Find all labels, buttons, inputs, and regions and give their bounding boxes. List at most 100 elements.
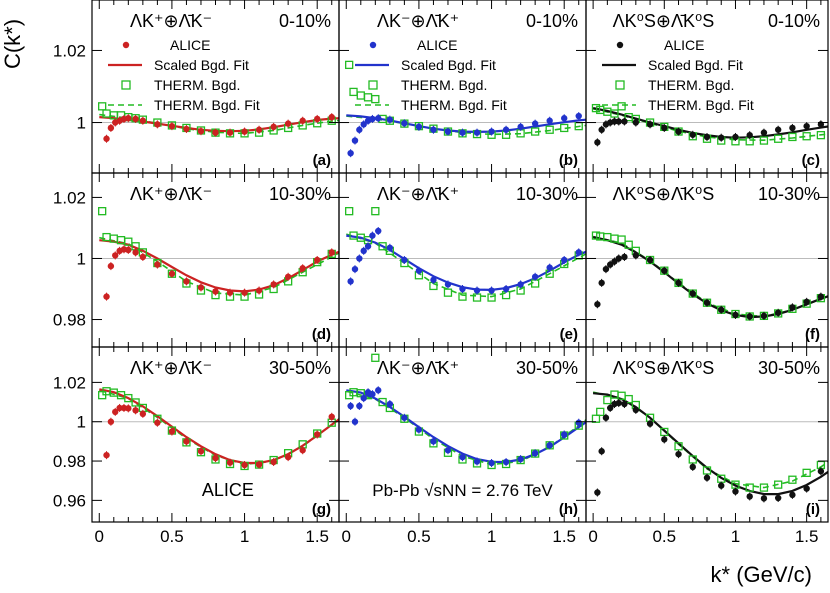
alice-point xyxy=(212,129,219,136)
alice-point xyxy=(132,407,139,414)
y-tick-label: 0.98 xyxy=(53,452,86,471)
alice-point xyxy=(602,414,610,421)
legend-label: THERM. Bgd. xyxy=(154,77,240,93)
alice-point xyxy=(347,278,354,285)
therm-bgd-fit-line xyxy=(346,233,586,298)
alice-point xyxy=(774,494,782,502)
alice-point xyxy=(154,121,161,128)
alice-point xyxy=(703,299,711,306)
alice-point xyxy=(444,281,452,288)
alice-point xyxy=(703,474,711,481)
pair-label: ΛK⁻⊕Λ̄K⁺ xyxy=(377,184,459,204)
alice-point xyxy=(107,418,115,425)
alice-point xyxy=(760,129,768,136)
alice-point xyxy=(531,449,539,457)
alice-point xyxy=(299,265,306,272)
alice-point xyxy=(356,255,363,262)
alice-point xyxy=(732,311,739,319)
x-tick-label: 0 xyxy=(342,527,351,546)
alice-point xyxy=(575,112,582,120)
legend-therm-marker xyxy=(615,80,625,90)
therm-point xyxy=(98,207,107,216)
therm-point xyxy=(774,134,783,143)
therm-point xyxy=(617,102,626,111)
alice-point xyxy=(197,127,205,135)
alice-point xyxy=(314,115,321,123)
alice-point xyxy=(689,131,696,138)
panel-tag: (b) xyxy=(559,152,578,169)
alice-point xyxy=(459,285,466,293)
y-tick-label: 1.02 xyxy=(53,188,86,207)
y-tick-label: 1 xyxy=(77,114,86,133)
panel-i: 0 0.5 1 1.5 ΛK⁰S⊕Λ̄K⁰S 30-50% (i) xyxy=(585,346,829,546)
panel-h: 0 0.5 1 1.5 ΛK⁻⊕Λ̄K⁺ 30-50% (h) xyxy=(338,346,587,546)
alice-point xyxy=(502,285,510,293)
alice-label: ALICE xyxy=(202,480,254,500)
alice-point xyxy=(746,493,753,500)
alice-point xyxy=(415,267,423,274)
alice-point xyxy=(488,128,495,135)
alice-point xyxy=(561,431,568,438)
therm-point xyxy=(591,414,601,423)
alice-point xyxy=(598,448,605,455)
alice-point xyxy=(488,459,495,467)
alice-point xyxy=(621,118,628,125)
legend-label: ALICE xyxy=(664,37,704,53)
alice-point xyxy=(594,301,601,308)
alice-point xyxy=(132,115,139,123)
alice-point xyxy=(502,458,510,466)
therm-point xyxy=(788,475,797,484)
legend-label: Scaled Bgd. Fit xyxy=(401,57,496,73)
alice-point xyxy=(615,399,622,407)
therm-point xyxy=(378,242,387,251)
alice-point xyxy=(661,124,668,132)
alice-point xyxy=(473,458,481,465)
alice-point xyxy=(646,420,654,427)
centrality-label: 0-10% xyxy=(768,11,820,31)
centrality-label: 30-50% xyxy=(758,358,820,378)
alice-point xyxy=(594,139,601,146)
panel-tag: (e) xyxy=(560,326,578,343)
pair-label: ΛK⁰S⊕Λ̄K⁰S xyxy=(613,11,715,31)
pair-label: ΛK⁺⊕Λ̄K⁻ xyxy=(130,11,212,31)
x-axis-title: k* (GeV/c) xyxy=(711,562,812,587)
y-tick-label: 1 xyxy=(77,249,86,268)
centrality-label: 10-30% xyxy=(758,184,820,204)
alice-point xyxy=(459,453,466,461)
alice-point xyxy=(154,419,161,426)
alice-point xyxy=(661,267,668,274)
therm-point xyxy=(560,123,569,133)
alice-point xyxy=(107,124,115,132)
therm-point xyxy=(458,292,467,301)
alice-point xyxy=(125,405,132,412)
alice-point xyxy=(360,247,367,255)
alice-point xyxy=(284,273,292,280)
pair-label: ΛK⁻⊕Λ̄K⁺ xyxy=(377,11,459,31)
therm-point xyxy=(345,207,354,216)
therm-point xyxy=(745,483,754,492)
alice-point xyxy=(746,131,753,139)
alice-point xyxy=(661,436,668,443)
alice-point xyxy=(270,458,277,466)
alice-point xyxy=(615,255,622,262)
alice-point xyxy=(197,448,205,455)
plot-area xyxy=(92,102,339,143)
alice-point xyxy=(517,455,524,463)
alice-point xyxy=(718,134,725,141)
alice-point xyxy=(255,461,263,468)
pair-label: ΛK⁺⊕Λ̄K⁻ xyxy=(130,184,212,204)
panel-e: ΛK⁻⊕Λ̄K⁺ 10-30% (e) xyxy=(338,172,587,348)
alice-point xyxy=(430,126,437,133)
alice-point xyxy=(689,463,696,471)
alice-point xyxy=(632,119,640,126)
alice-point xyxy=(488,287,495,294)
legend-label: THERM. Bgd. Fit xyxy=(648,97,754,113)
alice-point xyxy=(621,253,628,261)
centrality-label: 10-30% xyxy=(516,184,578,204)
alice-point xyxy=(817,468,825,475)
scaled-bgd-fit-line xyxy=(592,107,828,139)
alice-point xyxy=(112,252,119,259)
y-tick-label: 0.96 xyxy=(53,491,86,510)
legend-label: Scaled Bgd. Fit xyxy=(154,57,249,73)
centrality-label: 10-30% xyxy=(269,184,331,204)
